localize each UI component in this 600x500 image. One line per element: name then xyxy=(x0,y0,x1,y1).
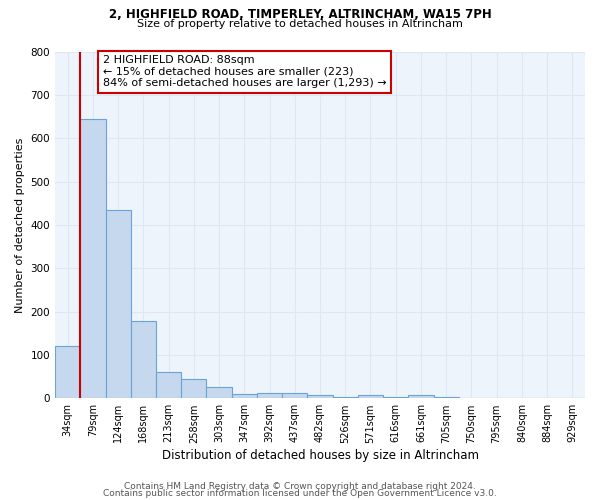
Bar xyxy=(358,395,383,398)
Bar xyxy=(80,118,106,398)
Text: Contains HM Land Registry data © Crown copyright and database right 2024.: Contains HM Land Registry data © Crown c… xyxy=(124,482,476,491)
Bar xyxy=(383,397,409,398)
Bar xyxy=(332,397,358,398)
Bar xyxy=(307,395,332,398)
Bar xyxy=(131,321,156,398)
Bar xyxy=(206,386,232,398)
Bar xyxy=(181,379,206,398)
Bar xyxy=(232,394,257,398)
Bar xyxy=(156,372,181,398)
Bar xyxy=(282,392,307,398)
Bar xyxy=(409,395,434,398)
Bar xyxy=(106,210,131,398)
Text: 2 HIGHFIELD ROAD: 88sqm
← 15% of detached houses are smaller (223)
84% of semi-d: 2 HIGHFIELD ROAD: 88sqm ← 15% of detache… xyxy=(103,55,386,88)
X-axis label: Distribution of detached houses by size in Altrincham: Distribution of detached houses by size … xyxy=(161,450,479,462)
Bar xyxy=(55,346,80,399)
Text: Contains public sector information licensed under the Open Government Licence v3: Contains public sector information licen… xyxy=(103,490,497,498)
Bar xyxy=(434,397,459,398)
Y-axis label: Number of detached properties: Number of detached properties xyxy=(15,137,25,312)
Bar xyxy=(257,392,282,398)
Text: 2, HIGHFIELD ROAD, TIMPERLEY, ALTRINCHAM, WA15 7PH: 2, HIGHFIELD ROAD, TIMPERLEY, ALTRINCHAM… xyxy=(109,8,491,20)
Text: Size of property relative to detached houses in Altrincham: Size of property relative to detached ho… xyxy=(137,19,463,29)
